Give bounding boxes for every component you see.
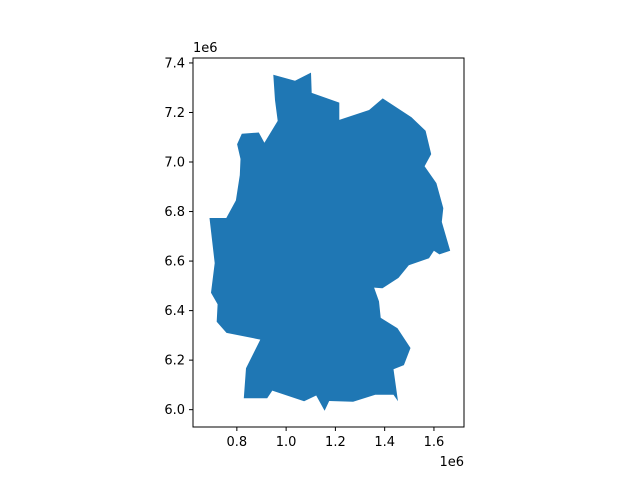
y-tick-label: 6.2 bbox=[164, 354, 185, 369]
x-axis: 0.8 1.0 1.2 1.4 1.6 bbox=[227, 427, 445, 450]
y-tick-label: 7.2 bbox=[164, 106, 185, 121]
y-tick-label: 6.8 bbox=[164, 205, 185, 220]
axes-frame bbox=[192, 57, 465, 428]
x-tick-label: 0.8 bbox=[227, 435, 248, 450]
plot-area bbox=[209, 72, 451, 411]
y-axis: 6.0 6.2 6.4 6.6 6.8 7.0 7.2 7.4 bbox=[164, 56, 193, 418]
x-tick-label: 1.0 bbox=[276, 435, 297, 450]
y-tick-label: 7.4 bbox=[164, 56, 185, 71]
y-axis-offset-label: 1e6 bbox=[193, 41, 218, 56]
x-tick-label: 1.6 bbox=[424, 435, 445, 450]
y-tick-label: 7.0 bbox=[164, 156, 185, 171]
y-tick-label: 6.4 bbox=[164, 304, 185, 319]
x-tick-label: 1.2 bbox=[325, 435, 346, 450]
country-polygon bbox=[209, 72, 451, 411]
x-axis-offset-label: 1e6 bbox=[439, 455, 464, 470]
x-tick-label: 1.4 bbox=[374, 435, 395, 450]
y-tick-label: 6.0 bbox=[164, 403, 185, 418]
y-tick-label: 6.6 bbox=[164, 255, 185, 270]
